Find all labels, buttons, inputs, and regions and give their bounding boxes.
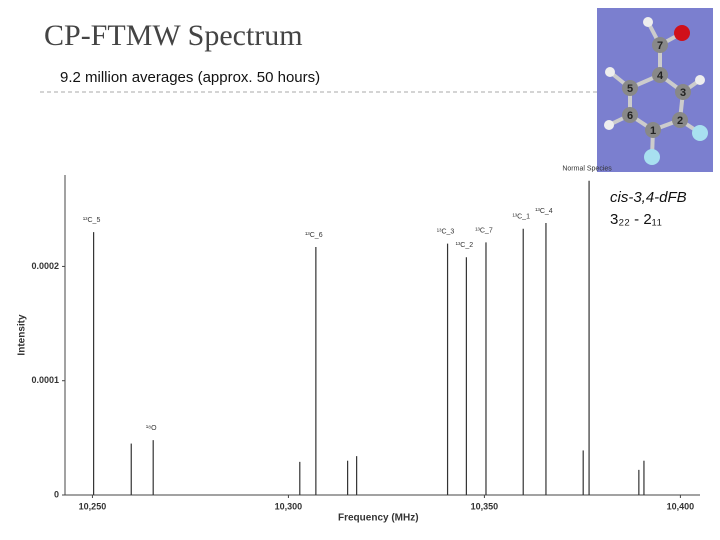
species-label: cis-3,4-dFB bbox=[610, 189, 687, 206]
atom-label: 4 bbox=[657, 70, 664, 82]
x-tick-label: 10,400 bbox=[667, 501, 695, 511]
transition-label: 3₂₂ - 2₁₁ bbox=[610, 211, 662, 228]
y-tick-label: 0.0002 bbox=[31, 261, 59, 271]
x-tick-label: 10,250 bbox=[79, 501, 107, 511]
peak-label: ¹³C_6 bbox=[305, 232, 323, 239]
carbons bbox=[622, 37, 691, 138]
atom-label: 2 bbox=[677, 115, 683, 127]
fluorine bbox=[644, 149, 660, 165]
atom-label: 3 bbox=[680, 87, 686, 99]
y-tick-label: 0 bbox=[54, 489, 59, 499]
x-axis-label: Frequency (MHz) bbox=[338, 513, 419, 524]
oxygen bbox=[674, 25, 690, 41]
peak-label: ¹⁸O bbox=[146, 425, 157, 432]
hydrogens bbox=[604, 17, 705, 130]
peak-label: Normal Species bbox=[562, 166, 612, 173]
subtitle: 9.2 million averages (approx. 50 hours) bbox=[60, 69, 320, 86]
peak-label: ¹³C_3 bbox=[437, 228, 455, 235]
x-tick-label: 10,300 bbox=[275, 501, 303, 511]
atom-label: 7 bbox=[657, 40, 663, 52]
atom-label: 1 bbox=[650, 125, 656, 137]
peak-label: ¹³C_4 bbox=[535, 208, 553, 215]
fluorine bbox=[692, 125, 708, 141]
peak-label: ¹³C_7 bbox=[475, 227, 493, 234]
atom-label: 5 bbox=[627, 83, 633, 95]
molecule: 1 2 3 4 5 6 7 bbox=[597, 8, 713, 172]
plot: Frequency (MHz) Intensity bbox=[17, 175, 700, 524]
y-tick-label: 0.0001 bbox=[31, 375, 59, 385]
slide-title: CP-FTMW Spectrum bbox=[44, 19, 303, 52]
x-tick-label: 10,350 bbox=[471, 501, 499, 511]
peak-label: ¹³C_1 bbox=[512, 214, 530, 221]
peak-label: ¹³C_5 bbox=[83, 217, 101, 224]
peak-label: ¹³C_2 bbox=[456, 242, 474, 249]
atom-label: 6 bbox=[627, 110, 633, 122]
y-axis-label: Intensity bbox=[17, 314, 28, 356]
